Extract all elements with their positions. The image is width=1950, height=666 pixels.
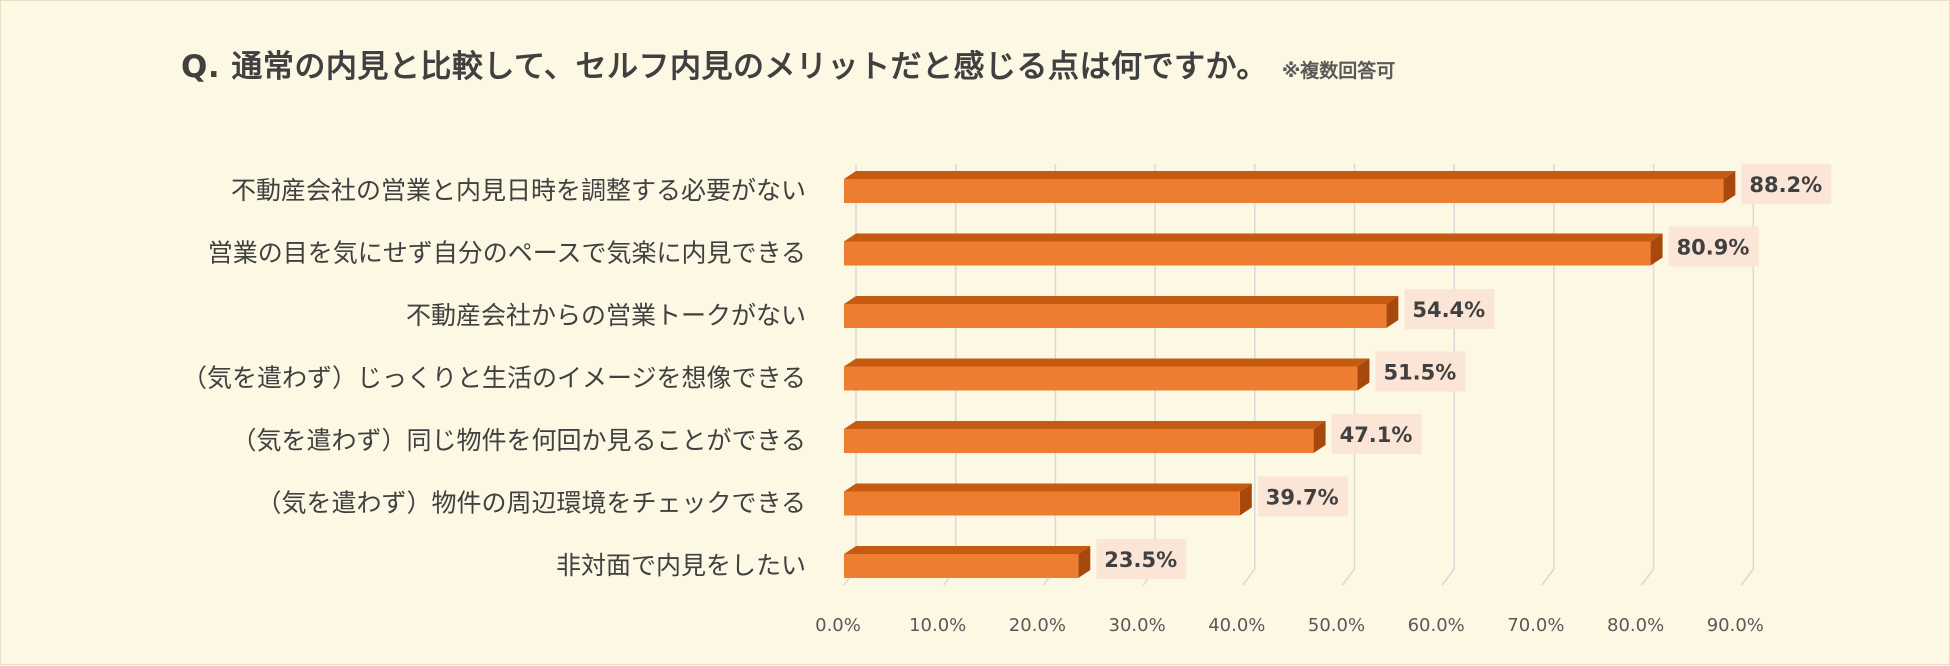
- data-label-box: [1331, 414, 1422, 454]
- category-labels: 不動産会社の営業と内見日時を調整する必要がない営業の目を気にせず自分のペースで気…: [182, 176, 806, 580]
- data-label: 80.9%: [1677, 236, 1750, 260]
- bar-side-face: [1650, 233, 1663, 266]
- bar: [844, 491, 1240, 516]
- category-label: 不動産会社の営業と内見日時を調整する必要がない: [231, 176, 806, 205]
- data-label: 23.5%: [1104, 548, 1177, 572]
- bars: [844, 171, 1736, 578]
- category-label: 非対面で内見をしたい: [556, 551, 806, 580]
- x-tick-label: 40.0%: [1208, 615, 1265, 636]
- data-label: 39.7%: [1266, 486, 1339, 510]
- bar-top-face: [844, 358, 1370, 367]
- bar-side-face: [1239, 483, 1252, 516]
- x-tick-label: 60.0%: [1408, 615, 1465, 636]
- category-label: 不動産会社からの営業トークがない: [406, 301, 806, 330]
- data-label-box: [1404, 289, 1495, 329]
- bar-side-face: [1357, 358, 1370, 391]
- bar-top-face: [844, 171, 1736, 179]
- x-tick-label: 30.0%: [1109, 615, 1166, 636]
- data-label: 88.2%: [1749, 173, 1822, 197]
- bar-side-face: [1723, 171, 1736, 203]
- chart-subtitle: ※複数回答可: [1281, 60, 1396, 82]
- gridline-floor: [1341, 568, 1356, 586]
- bar: [844, 241, 1651, 266]
- bar-top-face: [844, 483, 1252, 492]
- gridline-floor: [1242, 568, 1256, 586]
- bar: [844, 304, 1387, 328]
- chart-title-text: Q. 通常の内見と比較して、セルフ内見のメリットだと感じる点は何ですか。: [181, 49, 1268, 85]
- bar-top-face: [844, 233, 1663, 242]
- chart-title: Q. 通常の内見と比較して、セルフ内見のメリットだと感じる点は何ですか。 ※複数回…: [181, 41, 1395, 86]
- gridline-floor: [1640, 568, 1655, 586]
- x-tick-labels: 0.0% 10.0% 20.0% 30.0% 40.0% 50.0% 60.0% 70.0% 8…: [815, 615, 1764, 636]
- data-label-box: [1096, 539, 1187, 579]
- bar-top-face: [844, 546, 1091, 554]
- x-tick-label: 90.0%: [1707, 615, 1764, 636]
- data-labels: 88.2% 80.9% 54.4% 51.5% 47.1% 39.7% 23.5%: [1096, 164, 1832, 579]
- x-tick-label: 20.0%: [1009, 615, 1066, 636]
- gridline-floor: [1541, 568, 1555, 586]
- bar-side-face: [1078, 546, 1091, 578]
- category-label: 営業の目を気にせず自分のペースで気楽に内見できる: [208, 239, 806, 268]
- data-label: 47.1%: [1340, 423, 1413, 447]
- data-label-box: [1257, 476, 1348, 517]
- x-tick-label: 10.0%: [909, 615, 966, 636]
- bar: [844, 366, 1358, 391]
- bar-side-face: [1386, 296, 1399, 328]
- bar: [844, 554, 1079, 578]
- data-label-box: [1741, 164, 1832, 204]
- bar: [844, 179, 1724, 203]
- data-label-box: [1668, 226, 1759, 267]
- bar: [844, 429, 1314, 453]
- x-tick-label: 50.0%: [1308, 615, 1365, 636]
- data-label-box: [1375, 351, 1466, 392]
- x-tick-label: 0.0%: [815, 615, 861, 636]
- x-tick-label: 80.0%: [1607, 615, 1664, 636]
- data-label: 51.5%: [1383, 361, 1456, 385]
- bar-top-face: [844, 421, 1326, 429]
- gridline-floor: [1740, 568, 1754, 586]
- category-label: （気を遣わず）じっくりと生活のイメージを想像できる: [182, 364, 806, 393]
- data-label: 54.4%: [1412, 298, 1485, 322]
- category-label: （気を遣わず）物件の周辺環境をチェックできる: [256, 489, 806, 518]
- bar-side-face: [1313, 421, 1326, 453]
- bar-top-face: [844, 296, 1399, 304]
- gridline-floor: [1441, 568, 1455, 586]
- x-tick-label: 70.0%: [1507, 615, 1564, 636]
- category-label: （気を遣わず）同じ物件を何回か見ることができる: [231, 426, 806, 455]
